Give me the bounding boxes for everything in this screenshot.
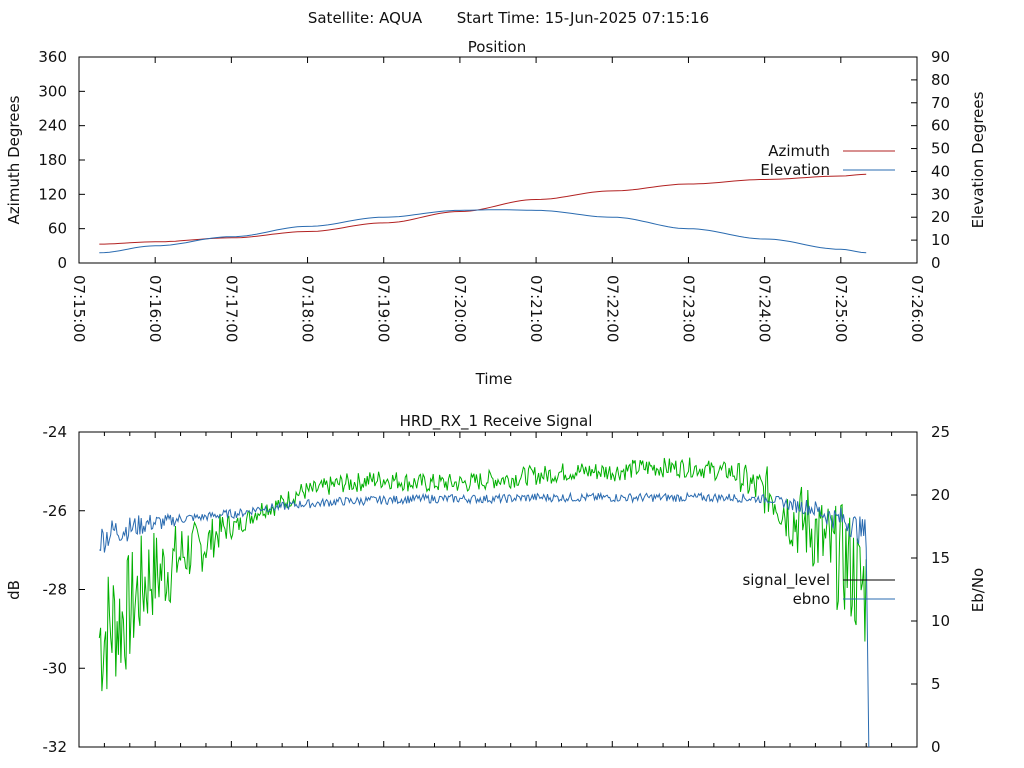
signal-series	[98, 457, 870, 748]
position-y2-tick-label: 70	[931, 94, 950, 112]
signal-y2-axis-label: Eb/No	[969, 568, 987, 612]
signal-y2-tick-label: 10	[931, 612, 950, 630]
position-y2-axis-label: Elevation Degrees	[969, 91, 987, 228]
signal-y-tick-label: -24	[43, 423, 68, 441]
signal-y2-tick-label: 15	[931, 549, 950, 567]
signal-y-tick-label: -26	[43, 502, 68, 520]
signal-legend: signal_level ebno	[742, 571, 895, 608]
signal-y-tick-label: -28	[43, 581, 68, 599]
signal-y2-tick-label: 5	[931, 675, 941, 693]
position-axes: 07:15:00 07:16:00 07:17:00 07:18:00 07:19:00…	[38, 48, 950, 342]
signal-y2-tick-label: 25	[931, 423, 950, 441]
position-y-tick-label: 60	[48, 220, 67, 238]
position-x-tick-label: 07:18:00	[299, 275, 317, 342]
position-chart: Position 07:15:00 07:16:00 07:17:00 07:18:0…	[5, 38, 987, 388]
signal-y-tick-label: -30	[43, 659, 68, 677]
position-x-tick-label: 07:21:00	[527, 275, 545, 342]
position-y-tick-label: 300	[38, 82, 67, 100]
position-plot-frame	[78, 56, 918, 264]
legend-azimuth-label: Azimuth	[768, 142, 830, 160]
position-y2-tick-label: 50	[931, 140, 950, 158]
position-y-tick-label: 180	[38, 151, 67, 169]
position-y2-tick-label: 20	[931, 208, 950, 226]
position-x-tick-label: 07:23:00	[679, 275, 697, 342]
position-x-tick-label: 07:25:00	[832, 275, 850, 342]
position-series	[99, 173, 867, 254]
position-y-tick-label: 240	[38, 117, 67, 135]
signal-y-tick-label: -32	[43, 738, 68, 756]
position-y2-tick-label: 10	[931, 231, 950, 249]
signal-y2-tick-label: 0	[931, 738, 941, 756]
position-y2-tick-label: 0	[931, 254, 941, 272]
position-y2-tick-label: 40	[931, 162, 950, 180]
series-line-elevation	[99, 209, 867, 254]
legend-elevation-label: Elevation	[760, 161, 830, 179]
position-y-tick-label: 360	[38, 48, 67, 66]
position-y-tick-label: 120	[38, 185, 67, 203]
series-line-azimuth	[99, 173, 867, 245]
position-x-tick-label: 07:15:00	[70, 275, 88, 342]
series-line-signal-level	[98, 457, 867, 692]
position-x-tick-label: 07:19:00	[375, 275, 393, 342]
position-y2-tick-label: 80	[931, 71, 950, 89]
position-y2-tick-label: 30	[931, 185, 950, 203]
position-x-tick-label: 07:16:00	[146, 275, 164, 342]
position-y-axis-label: Azimuth Degrees	[5, 95, 23, 224]
signal-y-axis-label: dB	[5, 580, 23, 600]
position-x-tick-label: 07:24:00	[756, 275, 774, 342]
position-x-tick-label: 07:26:00	[908, 275, 926, 342]
position-legend: Azimuth Elevation	[760, 142, 895, 179]
position-x-tick-label: 07:20:00	[451, 275, 469, 342]
series-line-ebno	[99, 491, 870, 748]
position-x-axis-label: Time	[475, 370, 513, 388]
position-x-tick-label: 07:17:00	[222, 275, 240, 342]
legend-ebno-label: ebno	[793, 590, 830, 608]
position-x-tick-label: 07:22:00	[603, 275, 621, 342]
signal-axes: -24 -26 -28 -30 -32 0 5 10 15 20 25	[43, 423, 951, 756]
position-chart-title: Position	[468, 38, 526, 56]
signal-y2-tick-label: 20	[931, 486, 950, 504]
position-y2-tick-label: 90	[931, 48, 950, 66]
signal-chart: HRD_RX_1 Receive Signal -24 -26 -28 -30 -32 0…	[5, 412, 987, 756]
satellite-label: Satellite: AQUA	[308, 9, 423, 27]
signal-chart-title: HRD_RX_1 Receive Signal	[400, 412, 593, 431]
position-y-tick-label: 0	[57, 254, 67, 272]
position-y2-tick-label: 60	[931, 117, 950, 135]
start-time-label: Start Time: 15-Jun-2025 07:15:16	[457, 9, 709, 27]
legend-signal-level-label: signal_level	[742, 571, 830, 590]
